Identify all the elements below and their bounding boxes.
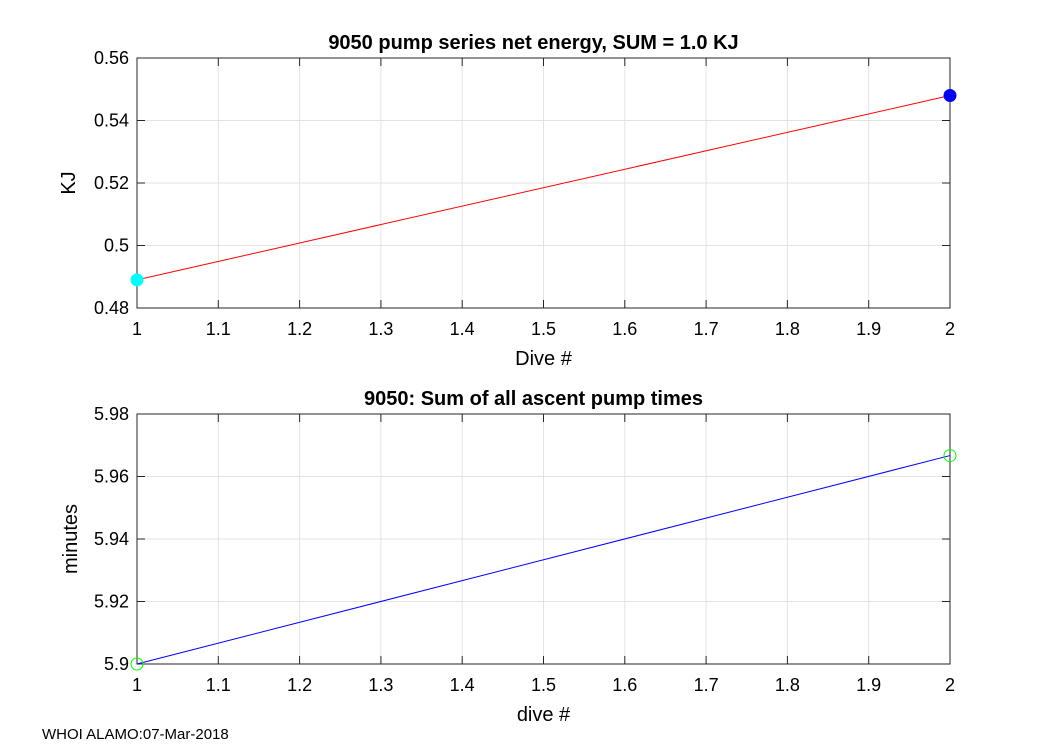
x-tick-label: 1.3 — [368, 319, 393, 339]
x-tick-label: 1.9 — [856, 319, 881, 339]
x-tick-label: 1.7 — [694, 675, 719, 695]
chart-title: 9050 pump series net energy, SUM = 1.0 K… — [328, 32, 738, 54]
x-tick-label: 1.4 — [450, 319, 475, 339]
x-tick-label: 1.9 — [856, 675, 881, 695]
x-tick-label: 1.8 — [775, 319, 800, 339]
x-tick-label: 1.2 — [287, 675, 312, 695]
y-tick-label: 0.52 — [94, 173, 129, 193]
y-axis-label: KJ — [58, 171, 80, 194]
y-tick-label: 5.98 — [94, 404, 129, 424]
x-tick-label: 1.3 — [368, 675, 393, 695]
pump-time-chart-panel: 1 1.1 1.2 1.3 1.4 1.5 1.6 1.7 1.8 1.9 2 5.9 5.92 5.94… — [60, 388, 957, 726]
series-line — [136, 455, 951, 665]
y-axis-label: minutes — [60, 504, 82, 574]
x-tick-label: 1.5 — [531, 675, 556, 695]
y-tick-label: 5.92 — [94, 592, 129, 612]
data-point — [943, 449, 957, 463]
x-tick-label: 1.6 — [612, 675, 637, 695]
series-line — [136, 95, 951, 281]
energy-chart-panel: 1 1.1 1.2 1.3 1.4 1.5 1.6 1.7 1.8 1.9 2 0.48 0.5 0.52… — [58, 32, 957, 370]
y-tick-label: 0.56 — [94, 48, 129, 68]
y-tick-label: 5.96 — [94, 467, 129, 487]
footer-credit: WHOI ALAMO:07-Mar-2018 — [42, 726, 229, 743]
x-tick-label: 2 — [945, 319, 955, 339]
x-tick-label: 1 — [132, 675, 142, 695]
x-tick-label: 1 — [132, 319, 142, 339]
y-tick-label: 5.9 — [104, 654, 129, 674]
x-tick-label: 1.6 — [612, 319, 637, 339]
y-tick-label: 0.48 — [94, 298, 129, 318]
chart-title: 9050: Sum of all ascent pump times — [364, 388, 703, 410]
x-tick-label: 1.1 — [206, 675, 231, 695]
y-tick-label: 0.54 — [94, 111, 129, 131]
y-tick-label: 0.5 — [104, 236, 129, 256]
x-tick-label: 1.4 — [450, 675, 475, 695]
x-tick-label: 1.2 — [287, 319, 312, 339]
x-axis-label: dive # — [517, 704, 571, 726]
x-tick-label: 2 — [945, 675, 955, 695]
x-tick-label: 1.8 — [775, 675, 800, 695]
x-tick-label: 1.7 — [694, 319, 719, 339]
data-point — [130, 657, 144, 671]
y-tick-label: 5.94 — [94, 529, 129, 549]
x-tick-label: 1.5 — [531, 319, 556, 339]
x-tick-label: 1.1 — [206, 319, 231, 339]
data-point — [943, 89, 957, 102]
data-point — [130, 273, 144, 287]
x-axis-label: Dive # — [515, 348, 573, 370]
